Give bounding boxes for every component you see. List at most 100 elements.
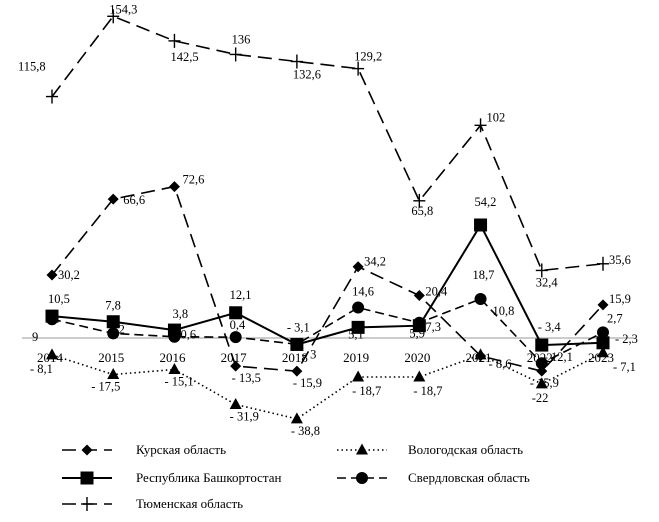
series-5-point-2016 — [168, 33, 181, 48]
series-2-point-2017 — [229, 398, 242, 410]
series-layer — [45, 9, 610, 424]
series-3-label-2022: - 3,4 — [538, 320, 562, 334]
series-3-label-2015: 7,8 — [105, 299, 121, 313]
series-4-label-2019: 14,6 — [352, 285, 374, 299]
series-4-label-2017: 0,4 — [230, 318, 246, 332]
legend-marker-4 — [356, 472, 368, 484]
legend-marker-1 — [81, 444, 93, 456]
series-4-label-2020: 7,3 — [425, 320, 441, 334]
legend-item-5: Тюменская область — [62, 496, 243, 511]
legend-label-1: Курская область — [136, 442, 226, 457]
series-3-point-2015 — [106, 315, 120, 329]
series-2-point-2021 — [474, 348, 487, 360]
series-5-label-2016: 142,5 — [170, 50, 198, 64]
series-1-point-2023 — [597, 299, 609, 311]
x-tick-label-2020: 2020 — [404, 350, 430, 365]
series-5-label-2020: 65,8 — [411, 204, 433, 218]
series-2-point-2022 — [535, 377, 548, 389]
series-4-label-2015: 2,2 — [109, 322, 125, 336]
series-2-label-2023: - 7,1 — [613, 360, 636, 374]
series-1-point-2015 — [107, 193, 119, 205]
legend-marker-3 — [80, 471, 94, 485]
series-1-label-2017: - 13,5 — [232, 371, 261, 385]
series-1-point-2019 — [352, 261, 364, 273]
series-4-extra-label-0: 10,8 — [493, 304, 515, 318]
series-4-point-2017 — [229, 331, 242, 344]
series-1-line — [51, 185, 604, 373]
series-3-point-2021 — [474, 218, 488, 232]
series-2-point-2019 — [352, 370, 365, 382]
series-5-point-2023 — [597, 256, 609, 271]
series-4-label-2022: - 12,1 — [544, 350, 573, 364]
series-4-point-2018 — [290, 338, 303, 351]
series-5-point-2018 — [290, 54, 303, 69]
data-label-layer: 30,2 66,6 72,6 - 13,5 - 15,9 34,2 20,4 - 8,6 - 1… — [18, 2, 638, 438]
series-4-label-2016: 0,6 — [180, 328, 196, 342]
series-2-point-2015 — [107, 367, 120, 379]
series-3-label-2019: 5,1 — [348, 327, 364, 341]
series-2-point-2014 — [46, 348, 58, 360]
legend-label-5: Тюменская область — [136, 496, 243, 511]
legend-label-4: Свердловская область — [408, 470, 530, 485]
series-5-point-2014 — [46, 89, 58, 104]
series-5-point-2017 — [229, 47, 242, 62]
series-3-label-2023: - 2,3 — [615, 332, 638, 346]
series-4-label-2023: 2,7 — [607, 311, 623, 325]
series-1-label-2018: - 15,9 — [293, 376, 322, 390]
series-3-label-2020: 5,9 — [409, 327, 425, 341]
series-4-line — [51, 298, 604, 365]
series-1-label-2020: 20,4 — [425, 284, 448, 298]
legend-label-3: Республика Башкортостан — [136, 470, 282, 485]
x-tick-label-2017: 2017 — [221, 350, 248, 365]
series-4-label-2021: 18,7 — [473, 268, 495, 282]
series-1-label-2016: 72,6 — [182, 173, 204, 187]
series-1-point-2020 — [413, 289, 425, 301]
series-4-point-2020 — [413, 316, 426, 329]
series-5-label-2022: 32,4 — [536, 275, 559, 289]
series-5-label-2017: 136 — [232, 32, 251, 46]
series-1-point-2014 — [46, 269, 58, 281]
series-4-point-2014 — [46, 313, 58, 326]
x-tick-label-2023: 2023 — [588, 350, 614, 365]
series-5-label-2021: 102 — [487, 110, 506, 124]
series-3-line — [51, 222, 604, 347]
series-2-point-2016 — [168, 362, 181, 374]
series-1-label-2021: - 8,6 — [489, 357, 512, 371]
series-5-label-2015: 154,3 — [109, 2, 137, 16]
series-5-point-2021 — [474, 118, 487, 133]
series-4-point-2016 — [168, 330, 181, 343]
series-5-point-2022 — [535, 263, 548, 278]
legend-item-2: Вологодская область — [337, 442, 523, 457]
series-2-line — [51, 352, 604, 420]
series-1-point-2018 — [291, 365, 303, 377]
series-5-point-2019 — [352, 61, 365, 76]
series-2-label-2022: -22 — [532, 391, 549, 405]
series-5-label-2018: 132,6 — [293, 68, 321, 82]
series-2-point-2023 — [597, 346, 609, 358]
series-3-point-2022 — [535, 338, 549, 352]
series-1-point-2017 — [230, 360, 242, 372]
series-3-point-2023 — [596, 336, 610, 350]
series-4-point-2015 — [107, 327, 120, 340]
series-4-point-2022 — [535, 357, 548, 370]
series-1-label-2019: 34,2 — [364, 255, 386, 269]
series-4-label-2014: 9 — [32, 330, 38, 344]
legend-item-1: Курская область — [62, 442, 226, 457]
series-2-label-2015: - 17,5 — [91, 379, 120, 393]
series-5-label-2019: 129,2 — [354, 50, 382, 64]
series-2-label-2019: - 18,7 — [352, 384, 381, 398]
x-tick-label-2019: 2019 — [343, 350, 369, 365]
series-2-point-2020 — [413, 370, 426, 382]
legend-marker-2 — [356, 443, 368, 455]
series-2-label-2020: - 18,7 — [413, 384, 442, 398]
series-2-point-2018 — [290, 412, 303, 424]
series-2-label-2018: - 38,8 — [291, 424, 320, 438]
series-3-point-2017 — [229, 306, 243, 320]
legend-item-4: Свердловская область — [337, 470, 530, 485]
x-tick-label-2018: 2018 — [282, 350, 308, 365]
x-tick-label-2016: 2016 — [159, 350, 186, 365]
x-tick-label-2015: 2015 — [98, 350, 124, 365]
series-3-point-2019 — [351, 320, 365, 334]
series-2-label-2017: - 31,9 — [230, 410, 259, 424]
